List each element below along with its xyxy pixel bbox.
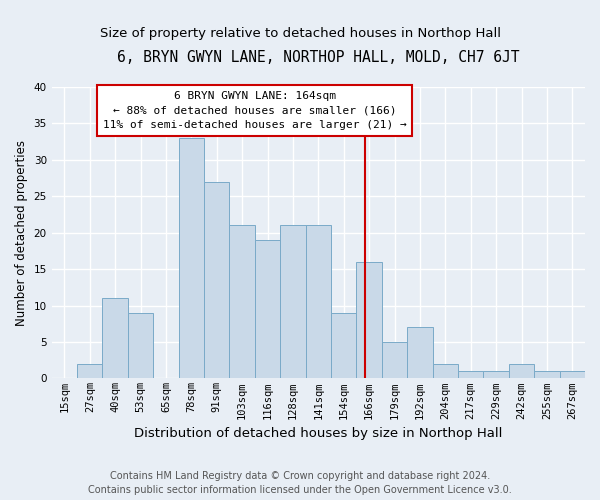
- Bar: [77, 364, 103, 378]
- Bar: [560, 371, 585, 378]
- Bar: [433, 364, 458, 378]
- Bar: [128, 313, 153, 378]
- Bar: [534, 371, 560, 378]
- Bar: [305, 226, 331, 378]
- Bar: [204, 182, 229, 378]
- Bar: [484, 371, 509, 378]
- Bar: [331, 313, 356, 378]
- Bar: [179, 138, 204, 378]
- Text: Contains HM Land Registry data © Crown copyright and database right 2024.
Contai: Contains HM Land Registry data © Crown c…: [88, 471, 512, 495]
- Bar: [382, 342, 407, 378]
- Bar: [280, 226, 305, 378]
- Text: Size of property relative to detached houses in Northop Hall: Size of property relative to detached ho…: [100, 28, 500, 40]
- Title: 6, BRYN GWYN LANE, NORTHOP HALL, MOLD, CH7 6JT: 6, BRYN GWYN LANE, NORTHOP HALL, MOLD, C…: [117, 50, 520, 65]
- Bar: [509, 364, 534, 378]
- Bar: [103, 298, 128, 378]
- Bar: [407, 328, 433, 378]
- Text: 6 BRYN GWYN LANE: 164sqm
← 88% of detached houses are smaller (166)
11% of semi-: 6 BRYN GWYN LANE: 164sqm ← 88% of detach…: [103, 90, 407, 130]
- Bar: [229, 226, 255, 378]
- Bar: [458, 371, 484, 378]
- Bar: [356, 262, 382, 378]
- Y-axis label: Number of detached properties: Number of detached properties: [15, 140, 28, 326]
- X-axis label: Distribution of detached houses by size in Northop Hall: Distribution of detached houses by size …: [134, 427, 503, 440]
- Bar: [255, 240, 280, 378]
